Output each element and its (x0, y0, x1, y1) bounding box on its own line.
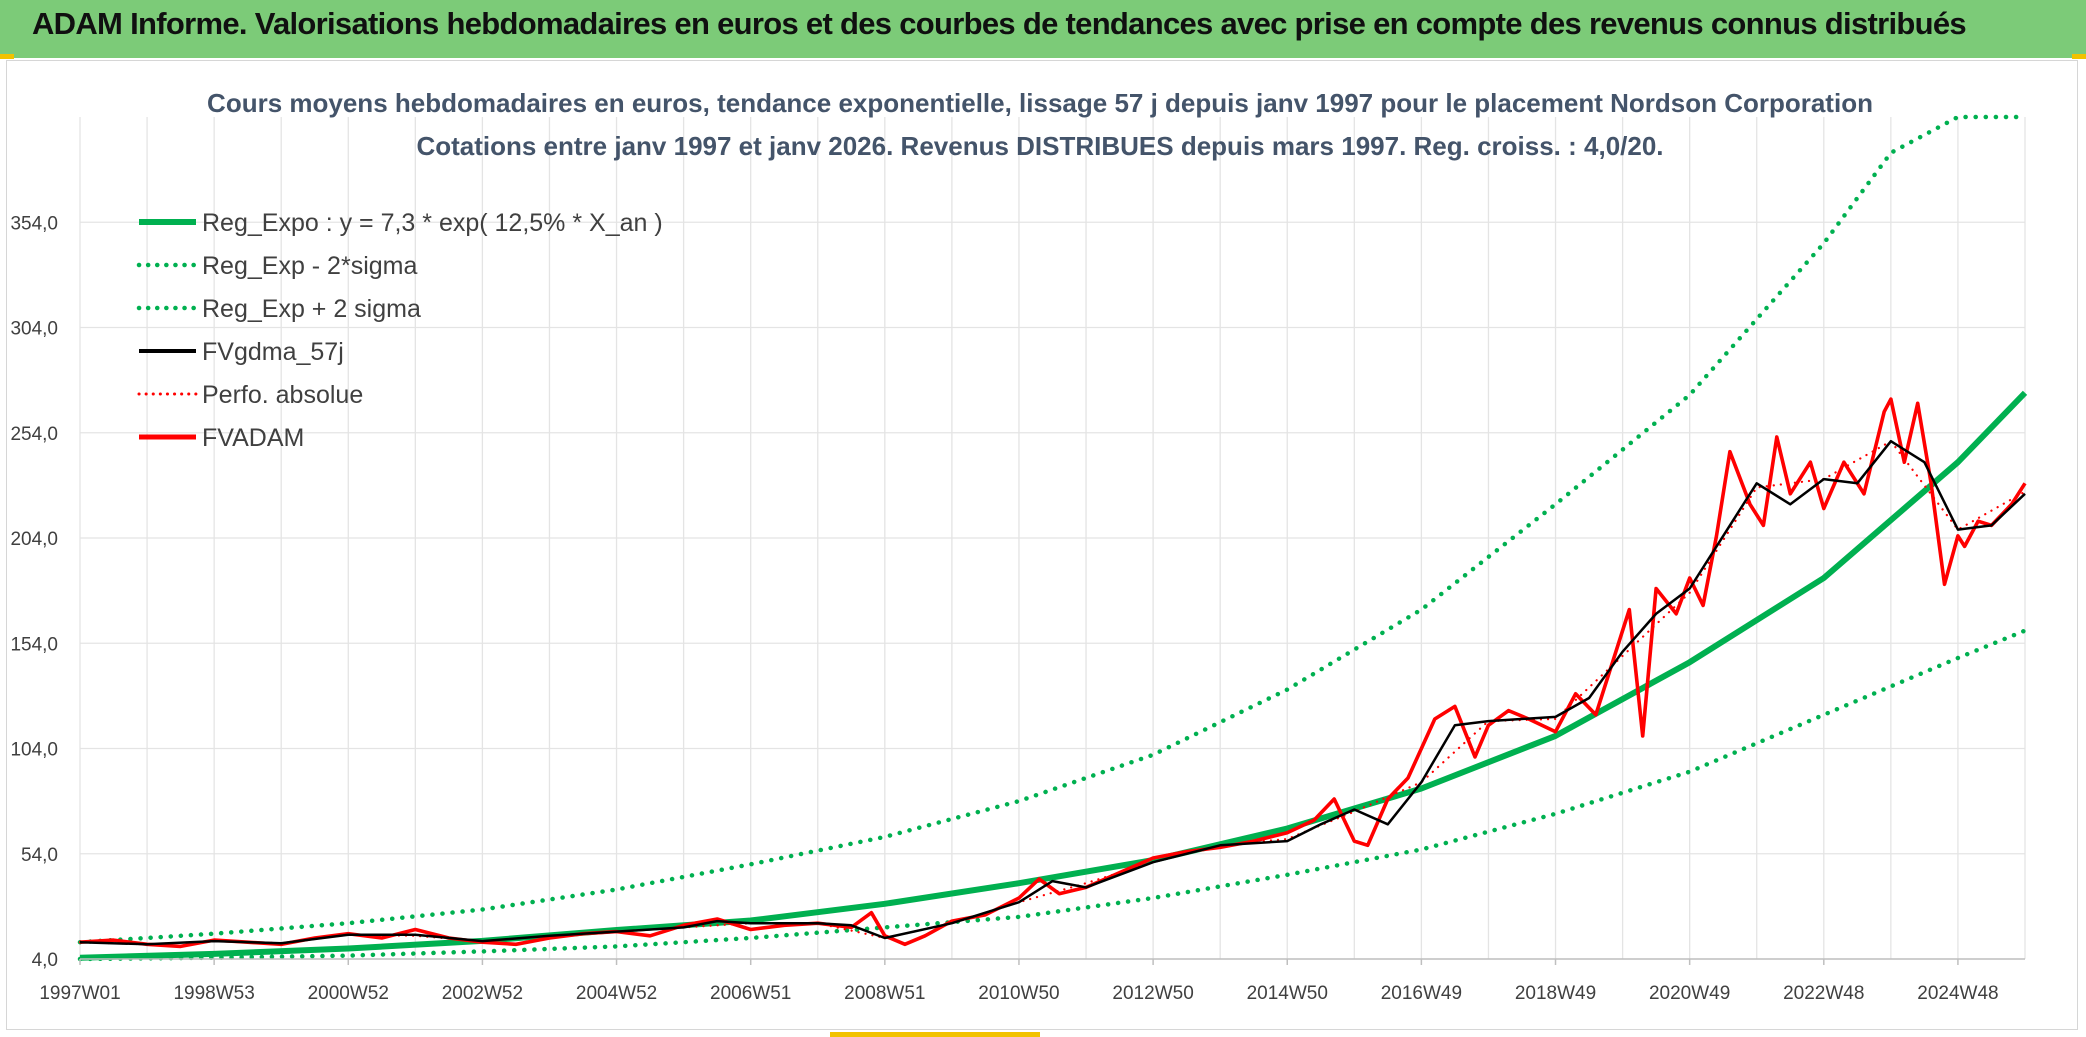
y-tick-label: 204,0 (10, 529, 58, 550)
series-lines (77, 114, 2028, 962)
series-line-fvadam (79, 397, 2027, 949)
x-tick-label: 2008W51 (844, 983, 925, 1004)
page-title: ADAM Informe. Valorisations hebdomadaire… (32, 6, 1967, 41)
y-tick-label: 54,0 (21, 845, 58, 866)
series-line-perfo-absolue (78, 440, 2027, 946)
chart-subtitle: Cotations entre janv 1997 et janv 2026. … (416, 131, 1663, 161)
legend-label-high: Reg_Exp + 2 sigma (202, 295, 421, 323)
y-tick-label: 304,0 (10, 319, 58, 340)
x-tick-label: 2022W48 (1783, 983, 1864, 1004)
x-tick-label: 2018W49 (1515, 983, 1596, 1004)
header-banner: ADAM Informe. Valorisations hebdomadaire… (0, 0, 2086, 58)
x-tick-label: 2012W50 (1112, 983, 1193, 1004)
legend-label-smooth: FVgdma_57j (202, 338, 344, 366)
x-tick-label: 2010W50 (978, 983, 1059, 1004)
y-tick-label: 354,0 (10, 213, 58, 234)
series-line-reg-exp-2-sigma (77, 628, 2028, 962)
x-tick-label: 2002W52 (442, 983, 523, 1004)
corner-mark-bottom (830, 1032, 1040, 1037)
corner-mark-top-right (2072, 54, 2086, 59)
x-tick-label: 2016W49 (1381, 983, 1462, 1004)
legend-label-reg: Reg_Expo : y = 7,3 * exp( 12,5% * X_an ) (202, 209, 663, 237)
grid (79, 117, 2026, 960)
legend-label-perfo: Perfo. absolue (202, 381, 363, 409)
y-tick-label: 154,0 (10, 634, 58, 655)
x-tick-label: 2000W52 (308, 983, 389, 1004)
x-tick-label: 1998W53 (173, 983, 254, 1004)
x-tick-label: 2020W49 (1649, 983, 1730, 1004)
y-tick-label: 254,0 (10, 424, 58, 445)
y-tick-label: 104,0 (10, 740, 58, 761)
series-line-reg-exp-2-sigma (77, 114, 2028, 945)
x-tick-label: 2014W50 (1247, 983, 1328, 1004)
series-line-fvgdma-57j (79, 439, 2026, 946)
y-tick-label: 4,0 (32, 950, 58, 971)
x-tick-label: 2006W51 (710, 983, 791, 1004)
x-tick-label: 1997W01 (39, 983, 120, 1004)
legend: Reg_Expo : y = 7,3 * exp( 12,5% * X_an )… (136, 209, 663, 452)
series-line-reg-expo (79, 390, 2028, 961)
chart-title: Cours moyens hebdomadaires en euros, ten… (207, 88, 1873, 118)
chart-frame (6, 60, 2078, 1030)
x-tick-label: 2004W52 (576, 983, 657, 1004)
x-tick-label: 2024W48 (1917, 983, 1998, 1004)
legend-label-low: Reg_Exp - 2*sigma (202, 252, 417, 280)
corner-mark-top-left (0, 54, 14, 59)
axes: 4,0 54,0 104,0 154,0 204,0 254,0 304,0 354,0 199… (10, 213, 2025, 1004)
legend-label-fvadam: FVADAM (202, 424, 304, 452)
